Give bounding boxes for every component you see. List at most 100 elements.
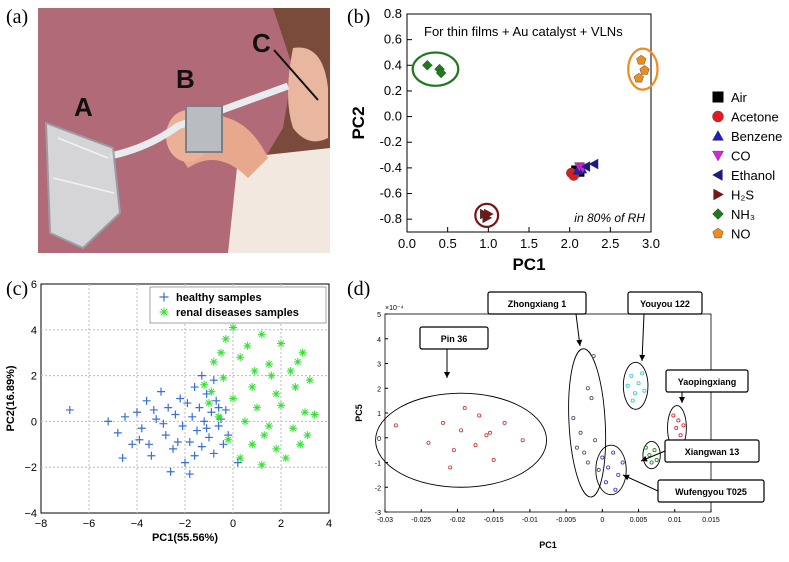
data-point <box>488 430 493 435</box>
data-point <box>296 440 305 449</box>
data-point <box>632 391 637 396</box>
legend-marker <box>712 110 724 123</box>
data-point <box>229 323 237 332</box>
data-point <box>193 426 201 435</box>
data-point <box>393 423 398 428</box>
data-point <box>137 424 146 433</box>
legend-label: Air <box>731 90 748 105</box>
plot-area <box>406 13 652 233</box>
data-point <box>178 421 187 430</box>
x-tick-label: -0.02 <box>449 517 465 524</box>
y-tick-label: 6 <box>31 279 37 291</box>
data-point <box>133 408 141 417</box>
x-axis-label: PC1(55.56%) <box>152 532 218 544</box>
data-point <box>248 383 257 392</box>
data-point <box>593 438 598 443</box>
data-point <box>272 389 281 398</box>
data-point <box>241 417 249 426</box>
data-point <box>462 406 467 411</box>
y-tick-label: -3 <box>375 510 381 517</box>
legend-marker <box>712 150 724 162</box>
y-tick-label: 1 <box>377 411 381 418</box>
data-point <box>520 438 525 443</box>
x-tick-label: 0 <box>600 517 604 524</box>
data-point <box>611 450 616 455</box>
y-axis-label: PC2 <box>349 106 368 139</box>
data-point <box>176 394 185 403</box>
data-point <box>209 357 218 366</box>
cluster-ellipse <box>474 202 500 228</box>
chart-c: −8 −6 −4 −2 0 2 4 −4 −2 0 2 4 6 PC1(55.56%) PC2(16.89%… <box>5 279 332 544</box>
y-axis-label: PC2(16.89%) <box>5 365 17 431</box>
data-point <box>181 458 189 467</box>
legend-marker <box>712 208 724 220</box>
callout-arrowhead <box>576 339 583 346</box>
legend-marker <box>712 169 723 181</box>
data-point <box>596 467 601 472</box>
data-point <box>164 403 173 412</box>
data-point <box>642 388 647 393</box>
data-point <box>484 208 494 220</box>
callout-label: Pin 36 <box>441 334 468 344</box>
cluster-ellipse <box>411 51 460 87</box>
data-point <box>267 371 276 380</box>
data-point <box>265 421 273 430</box>
legend-label: Acetone <box>731 110 779 125</box>
chart-title: For thin films + Au catalyst + VLNs <box>424 24 623 39</box>
cluster-ellipse <box>627 47 659 91</box>
callout-arrowhead <box>641 455 648 462</box>
panel-d-tag: (d) <box>347 278 371 300</box>
chart-d: -0.03 -0.025 -0.02 -0.015 -0.01 -0.005 0 0.005 0… <box>354 291 765 550</box>
face <box>288 47 328 142</box>
data-point <box>303 431 312 440</box>
y-tick-label: 0 <box>377 436 381 443</box>
data-point <box>674 425 679 430</box>
data-point <box>301 408 309 417</box>
data-point <box>188 412 197 421</box>
data-point <box>171 410 180 419</box>
x-tick-label: 0.5 <box>439 236 457 251</box>
data-point <box>613 487 618 492</box>
y-tick-label: -0.2 <box>380 134 402 149</box>
callout-label: Youyou 122 <box>640 299 690 309</box>
label-C: C <box>252 28 271 58</box>
data-point <box>422 60 433 71</box>
callout-arrowhead <box>679 397 685 403</box>
data-point <box>197 371 206 380</box>
data-point <box>121 412 129 421</box>
data-point <box>585 460 590 465</box>
data-point <box>491 458 496 463</box>
y-tick-label: 2 <box>377 386 381 393</box>
data-point <box>272 444 281 453</box>
callout-arrowhead <box>623 474 630 481</box>
y-tick-label: −2 <box>24 462 37 474</box>
legend-marker <box>712 91 724 103</box>
data-point <box>636 54 647 65</box>
data-point <box>243 341 252 350</box>
shirt <box>228 148 330 253</box>
data-point <box>633 72 644 83</box>
x-tick-label: 2 <box>278 518 284 530</box>
panel-c-tag: (c) <box>6 278 29 300</box>
callout-pointer <box>622 474 659 492</box>
data-point <box>195 403 204 412</box>
callout-box <box>665 369 749 393</box>
y-tick-label: 3 <box>377 362 381 369</box>
data-point <box>212 396 221 405</box>
data-point <box>629 373 634 378</box>
x-tick-label: 0.015 <box>702 517 720 524</box>
legend-marker <box>713 188 724 201</box>
data-point <box>578 430 583 435</box>
data-point <box>484 433 489 438</box>
callout-box <box>487 291 587 315</box>
data-point <box>585 386 590 391</box>
y-tick-label: 5 <box>377 312 381 319</box>
data-point <box>571 415 576 420</box>
data-point <box>310 410 319 419</box>
sampling-tube <box>109 82 290 160</box>
data-point <box>649 460 654 465</box>
data-point <box>200 380 209 389</box>
data-point <box>159 419 168 428</box>
data-point <box>451 448 456 453</box>
x-tick-label: 1.5 <box>520 236 538 251</box>
